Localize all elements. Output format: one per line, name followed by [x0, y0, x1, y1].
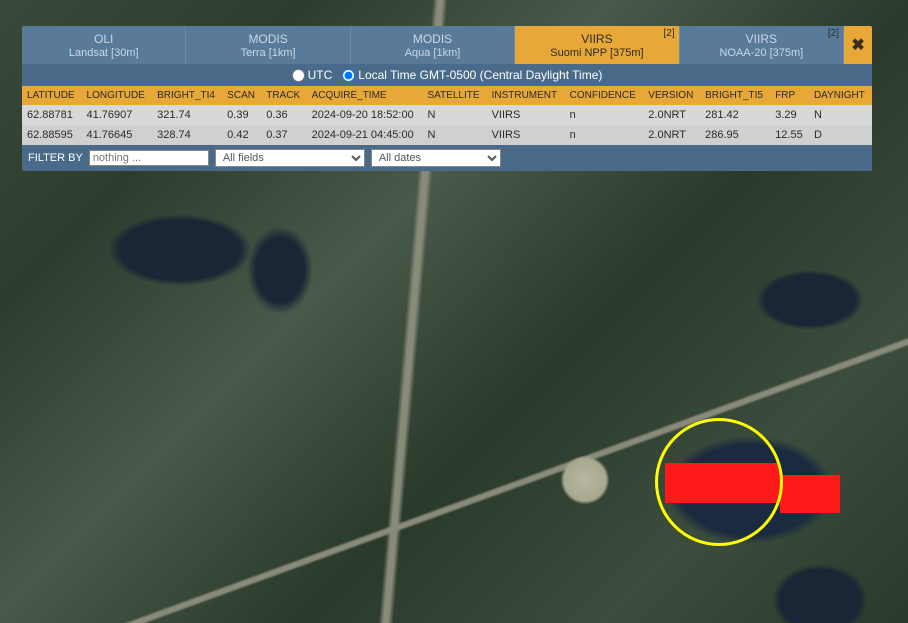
close-button[interactable]: ✖ [844, 26, 872, 64]
table-cell: 12.55 [770, 125, 809, 145]
col-daynight[interactable]: DAYNIGHT [809, 86, 872, 105]
table-cell: 0.36 [261, 105, 306, 125]
table-cell: 2.0NRT [643, 125, 700, 145]
table-cell: 2024-09-21 04:45:00 [307, 125, 423, 145]
col-bright_ti4[interactable]: BRIGHT_TI4 [152, 86, 222, 105]
col-confidence[interactable]: CONFIDENCE [565, 86, 644, 105]
table-container: LATITUDELONGITUDEBRIGHT_TI4SCANTRACKACQU… [22, 86, 872, 145]
table-header-row: LATITUDELONGITUDEBRIGHT_TI4SCANTRACKACQU… [22, 86, 872, 105]
tab-subtitle: Aqua [1km] [405, 47, 461, 59]
tab-title: MODIS [413, 32, 452, 46]
col-frp[interactable]: FRP [770, 86, 809, 105]
table-cell: 321.74 [152, 105, 222, 125]
table-cell: D [809, 125, 872, 145]
col-satellite[interactable]: SATELLITE [422, 86, 486, 105]
highlight-circle [655, 418, 783, 546]
table-cell: n [565, 125, 644, 145]
table-cell: 2024-09-20 18:52:00 [307, 105, 423, 125]
filter-dates-select[interactable]: All dates [371, 149, 501, 167]
table-cell: 3.29 [770, 105, 809, 125]
time-selector-row: UTC Local Time GMT-0500 (Central Dayligh… [22, 64, 872, 86]
fire-pixel-overlay [780, 475, 840, 513]
table-row[interactable]: 62.8878141.76907321.740.390.362024-09-20… [22, 105, 872, 125]
table-cell: 62.88781 [22, 105, 82, 125]
table-cell: N [422, 125, 486, 145]
col-track[interactable]: TRACK [261, 86, 306, 105]
table-cell: 62.88595 [22, 125, 82, 145]
col-longitude[interactable]: LONGITUDE [82, 86, 153, 105]
table-cell: N [809, 105, 872, 125]
tab-badge: [2] [664, 28, 675, 39]
tab-modis-2[interactable]: MODISAqua [1km] [351, 26, 515, 64]
tab-viirs-3[interactable]: VIIRSSuomi NPP [375m] [2] [515, 26, 679, 64]
tab-title: VIIRS [746, 32, 777, 46]
table-cell: 2.0NRT [643, 105, 700, 125]
tab-bar: OLILandsat [30m]MODISTerra [1km]MODISAqu… [22, 26, 872, 64]
filter-label: FILTER BY [28, 152, 83, 164]
table-cell: VIIRS [487, 125, 565, 145]
col-bright_ti5[interactable]: BRIGHT_TI5 [700, 86, 770, 105]
col-acquire_time[interactable]: ACQUIRE_TIME [307, 86, 423, 105]
table-cell: 328.74 [152, 125, 222, 145]
tab-title: VIIRS [581, 32, 612, 46]
table-row[interactable]: 62.8859541.76645328.740.420.372024-09-21… [22, 125, 872, 145]
tab-oli-0[interactable]: OLILandsat [30m] [22, 26, 186, 64]
table-cell: VIIRS [487, 105, 565, 125]
table-cell: 41.76907 [82, 105, 153, 125]
table-cell: 0.37 [261, 125, 306, 145]
tab-badge: [2] [828, 28, 839, 39]
local-radio[interactable] [342, 69, 355, 82]
col-version[interactable]: VERSION [643, 86, 700, 105]
filter-bar: FILTER BY All fields All dates [22, 145, 872, 171]
col-scan[interactable]: SCAN [222, 86, 261, 105]
tab-viirs-4[interactable]: VIIRSNOAA-20 [375m] [2] [680, 26, 844, 64]
col-instrument[interactable]: INSTRUMENT [487, 86, 565, 105]
tab-title: OLI [94, 32, 113, 46]
table-cell: 286.95 [700, 125, 770, 145]
utc-radio-wrap[interactable]: UTC [292, 68, 333, 82]
tab-subtitle: Landsat [30m] [69, 47, 139, 59]
fire-data-table: LATITUDELONGITUDEBRIGHT_TI4SCANTRACKACQU… [22, 86, 872, 145]
tab-subtitle: Suomi NPP [375m] [550, 47, 643, 59]
table-cell: N [422, 105, 486, 125]
local-label: Local Time GMT-0500 (Central Daylight Ti… [358, 68, 602, 82]
table-cell: n [565, 105, 644, 125]
utc-radio[interactable] [292, 69, 305, 82]
local-radio-wrap[interactable]: Local Time GMT-0500 (Central Daylight Ti… [342, 68, 602, 82]
table-body: 62.8878141.76907321.740.390.362024-09-20… [22, 105, 872, 145]
data-panel: OLILandsat [30m]MODISTerra [1km]MODISAqu… [22, 26, 872, 171]
tab-subtitle: Terra [1km] [241, 47, 296, 59]
col-latitude[interactable]: LATITUDE [22, 86, 82, 105]
tab-title: MODIS [248, 32, 287, 46]
table-cell: 0.42 [222, 125, 261, 145]
table-cell: 281.42 [700, 105, 770, 125]
table-cell: 0.39 [222, 105, 261, 125]
tab-modis-1[interactable]: MODISTerra [1km] [186, 26, 350, 64]
table-cell: 41.76645 [82, 125, 153, 145]
utc-label: UTC [308, 68, 333, 82]
tab-subtitle: NOAA-20 [375m] [719, 47, 803, 59]
filter-input[interactable] [89, 150, 209, 166]
filter-fields-select[interactable]: All fields [215, 149, 365, 167]
